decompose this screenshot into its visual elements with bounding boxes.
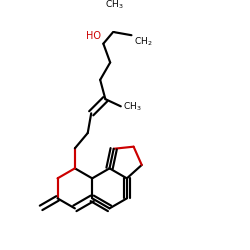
Text: CH$_2$: CH$_2$ bbox=[134, 35, 152, 48]
Text: CH$_3$: CH$_3$ bbox=[105, 0, 124, 11]
Text: CH$_3$: CH$_3$ bbox=[122, 101, 141, 114]
Text: HO: HO bbox=[86, 31, 100, 41]
